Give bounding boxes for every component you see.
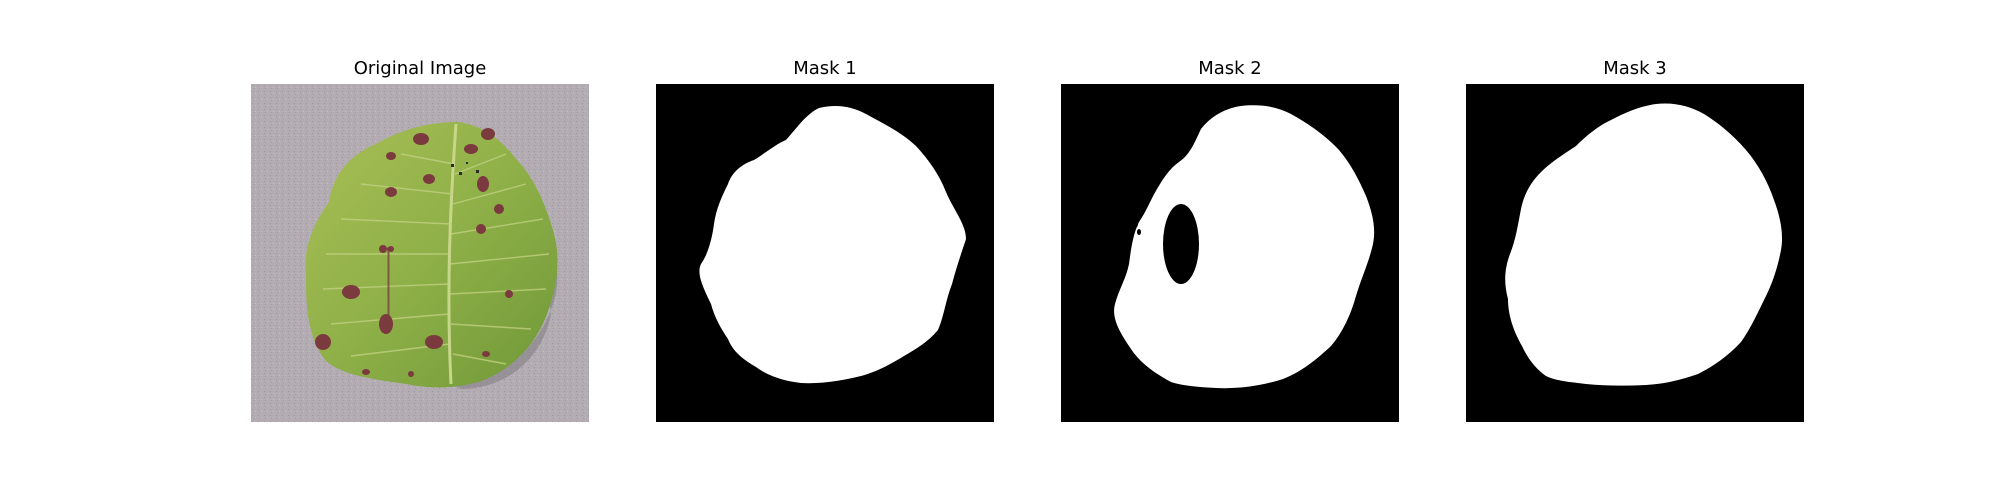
original-image-panel <box>251 84 589 422</box>
mask-1-image <box>656 84 994 422</box>
mask-3-region <box>1505 103 1783 386</box>
mask-2-region <box>1114 105 1375 389</box>
mask-2-holes <box>1132 141 1199 284</box>
leaf-holes <box>451 162 479 175</box>
original-image-title: Original Image <box>353 58 487 79</box>
mask-1-title: Mask 1 <box>793 58 857 79</box>
mask-1-panel <box>656 84 994 422</box>
mask-3-panel <box>1466 84 1804 422</box>
mask-3-title: Mask 3 <box>1603 58 1667 79</box>
mask-2-panel <box>1061 84 1399 422</box>
mask-2-image <box>1061 84 1399 422</box>
leaf-midrib <box>447 123 458 385</box>
mask-3-image <box>1466 84 1804 422</box>
mask-2-title: Mask 2 <box>1198 58 1262 79</box>
mask-1-region <box>699 106 966 384</box>
leaf-lesions <box>315 128 513 377</box>
leaf-photo <box>251 84 589 422</box>
